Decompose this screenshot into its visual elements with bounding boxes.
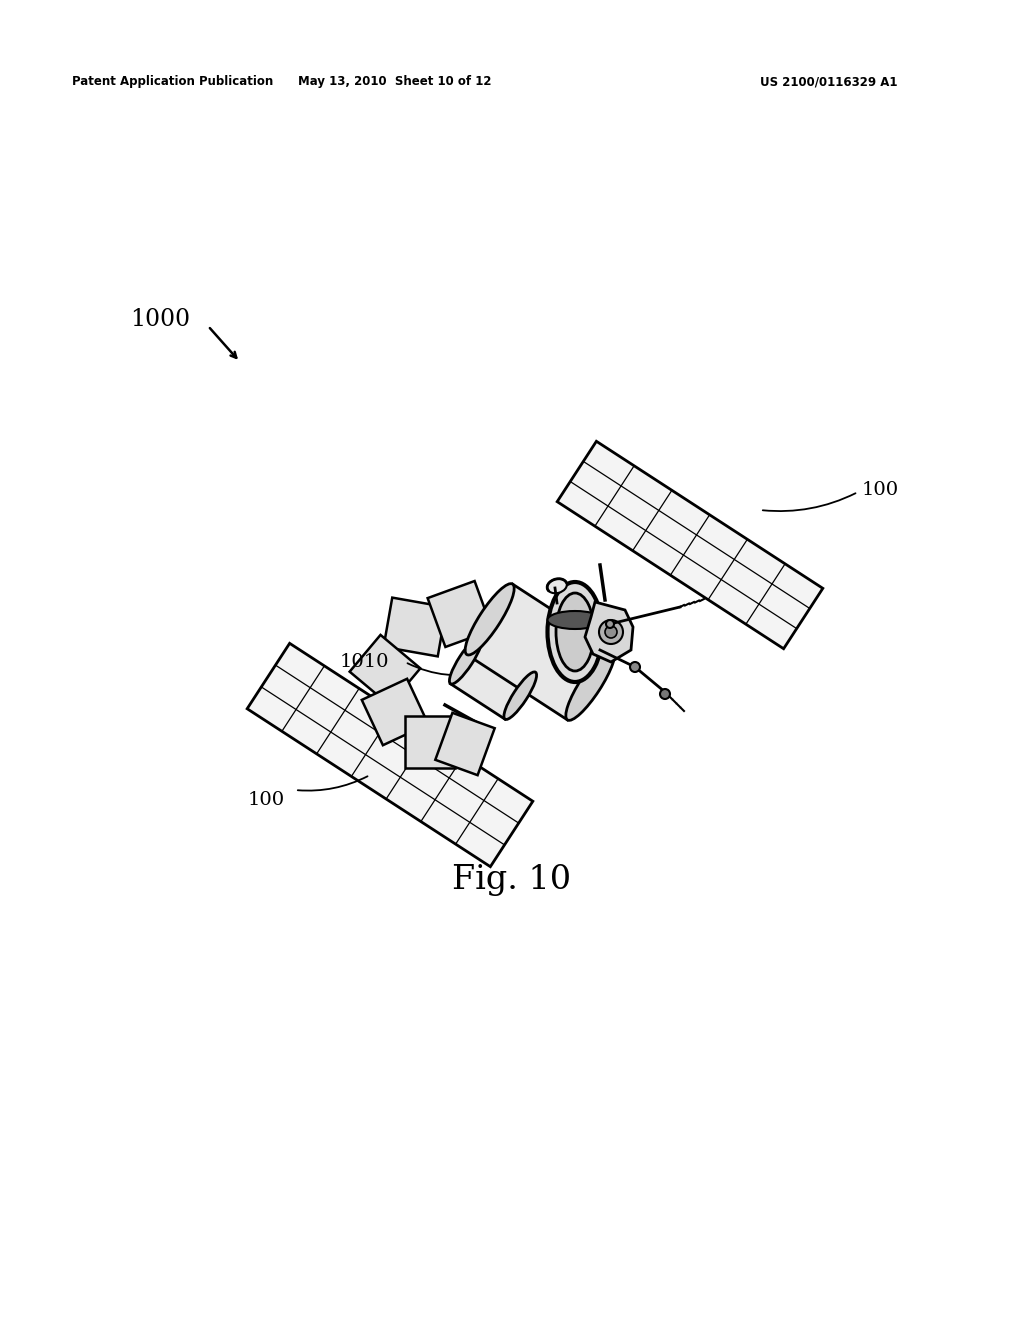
Ellipse shape	[566, 649, 614, 721]
Ellipse shape	[547, 578, 567, 593]
Polygon shape	[451, 636, 536, 719]
Polygon shape	[361, 678, 428, 746]
Polygon shape	[428, 581, 493, 647]
Text: 1010: 1010	[340, 653, 389, 671]
Text: 100: 100	[862, 480, 899, 499]
Text: 100: 100	[248, 791, 285, 809]
Circle shape	[660, 689, 670, 700]
Polygon shape	[435, 713, 495, 775]
Circle shape	[605, 626, 617, 638]
Ellipse shape	[548, 582, 602, 682]
Polygon shape	[585, 602, 633, 663]
Polygon shape	[349, 635, 420, 705]
Polygon shape	[406, 715, 455, 768]
Ellipse shape	[465, 583, 514, 655]
Polygon shape	[247, 643, 532, 867]
Text: May 13, 2010  Sheet 10 of 12: May 13, 2010 Sheet 10 of 12	[298, 75, 492, 88]
Polygon shape	[467, 583, 613, 719]
Text: Fig. 10: Fig. 10	[453, 865, 571, 896]
Circle shape	[630, 663, 640, 672]
Polygon shape	[557, 441, 823, 648]
Circle shape	[606, 620, 614, 628]
Text: 1000: 1000	[130, 309, 190, 331]
Ellipse shape	[450, 636, 482, 684]
Polygon shape	[384, 598, 446, 656]
Circle shape	[599, 620, 623, 644]
Text: US 2100/0116329 A1: US 2100/0116329 A1	[760, 75, 897, 88]
Ellipse shape	[504, 672, 537, 719]
Ellipse shape	[548, 611, 602, 630]
Ellipse shape	[556, 593, 594, 671]
Text: Patent Application Publication: Patent Application Publication	[72, 75, 273, 88]
